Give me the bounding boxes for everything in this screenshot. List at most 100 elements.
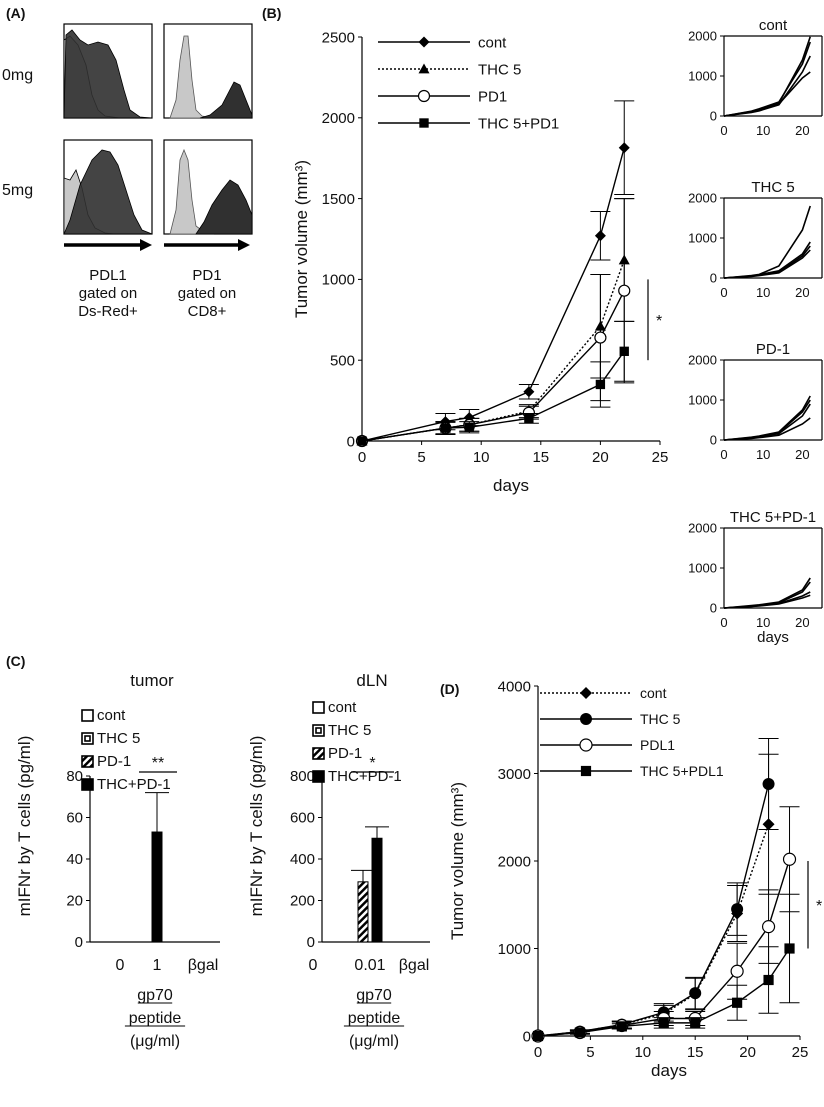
x-tick-label: 20	[739, 1044, 756, 1061]
significance-marker: *	[369, 755, 375, 772]
y-axis-label: mIFNr by T cells (pg/ml)	[247, 736, 266, 917]
x-category-label: 0.01	[354, 957, 385, 974]
legend-swatch-inner	[315, 727, 322, 734]
legend-entry: cont	[640, 685, 667, 701]
chart-title: tumor	[130, 671, 174, 690]
significance-marker: **	[152, 755, 164, 772]
histogram-pdl1-5mg	[63, 139, 153, 235]
arrow-pd1	[164, 239, 250, 251]
row-label-0mg: 0mg	[2, 67, 33, 84]
x-tick-label: 0	[720, 615, 727, 630]
data-point	[731, 903, 744, 916]
data-point	[595, 379, 606, 390]
y-tick-label: 800	[290, 768, 315, 785]
x-tick-label: 10	[473, 449, 490, 466]
significance-marker: *	[656, 313, 662, 330]
significance-marker: *	[816, 898, 822, 915]
chart-title: cont	[759, 17, 788, 34]
data-point	[524, 413, 534, 424]
data-point	[730, 964, 744, 978]
legend-swatch	[81, 778, 94, 791]
panel-label-a: (A)	[6, 5, 25, 21]
panel-b-small-chart-pd1: 0 1000 2000 0 10 20 PD-1	[688, 341, 823, 462]
legend-marker	[419, 118, 429, 128]
bar	[357, 881, 369, 943]
x-tick-label: 0	[720, 447, 727, 462]
series-line	[723, 36, 811, 117]
y-axis-label: mIFNr by T cells (pg/ml)	[15, 736, 34, 917]
x-tick-label: 0	[534, 1044, 542, 1061]
panel-c-tumor-bar-chart: 0 20 40 60 80 0 1 βgal gp70 peptide (μg/ml) tumor mI…	[15, 671, 220, 1050]
panel-label-b: (B)	[262, 5, 281, 21]
column-label-pd1-line1: PD1	[192, 267, 221, 284]
y-tick-label: 400	[290, 851, 315, 868]
x-tick-label: 20	[592, 449, 609, 466]
x-axis-label-line: peptide	[348, 1010, 401, 1027]
series-line	[723, 205, 812, 279]
data-point	[618, 284, 631, 297]
y-tick-label: 2000	[322, 110, 355, 127]
legend-marker	[418, 36, 430, 48]
legend-swatch	[312, 770, 325, 783]
series-line	[361, 290, 625, 442]
bar	[371, 837, 383, 943]
data-point	[357, 436, 367, 446]
legend-marker	[580, 713, 592, 725]
series-line	[361, 259, 625, 442]
x-tick-label: 0	[720, 285, 727, 300]
column-label-pdl1-line1: PDL1	[89, 267, 127, 284]
legend-entry: THC 5+PD1	[478, 115, 559, 132]
x-tick-label: 20	[795, 447, 809, 462]
x-tick-label: 10	[756, 447, 770, 462]
histogram-pd1-5mg	[163, 139, 253, 235]
legend-entry: cont	[97, 707, 126, 724]
legend-marker	[580, 687, 592, 699]
x-tick-label: 10	[756, 285, 770, 300]
panel-b-small-chart-thc5-pd1: 0 1000 2000 0 10 20 THC 5+PD-1 days	[688, 509, 823, 646]
series-line	[723, 249, 811, 279]
chart-title: THC 5	[751, 179, 794, 196]
x-axis-label-line: peptide	[129, 1010, 182, 1027]
y-tick-label: 600	[290, 810, 315, 827]
x-tick-label: 25	[652, 449, 669, 466]
column-label-pdl1-line3: Ds-Red+	[78, 303, 138, 320]
x-tick-label: 5	[417, 449, 425, 466]
y-axis-label: Tumor volume (mm³)	[292, 160, 311, 318]
x-tick-label: 10	[634, 1044, 651, 1061]
x-tick-label: 25	[792, 1044, 809, 1061]
panel-label-c: (C)	[6, 653, 25, 669]
x-tick-label: 20	[795, 285, 809, 300]
legend-entry: THC+PD-1	[328, 768, 402, 785]
x-axis-label-line: gp70	[356, 987, 392, 1004]
legend-entry: THC 5	[97, 730, 140, 747]
legend-swatch	[81, 709, 94, 722]
legend-marker	[418, 63, 430, 74]
x-axis-label-line: (μg/ml)	[130, 1033, 180, 1050]
y-tick-label: 2000	[688, 353, 717, 368]
y-tick-label: 1000	[688, 561, 717, 576]
y-tick-label: 0	[75, 934, 83, 951]
data-point	[784, 943, 795, 954]
chart-title: dLN	[356, 671, 387, 690]
x-category-label: 1	[153, 957, 162, 974]
y-tick-label: 1000	[498, 941, 531, 958]
y-tick-label: 1000	[688, 69, 717, 84]
y-tick-label: 500	[330, 352, 355, 369]
series-line	[361, 147, 625, 442]
panel-a-flow-histograms: 0mg 5mg	[2, 23, 253, 320]
data-point	[574, 1027, 586, 1038]
x-axis-label: days	[651, 1061, 687, 1080]
data-point	[732, 997, 743, 1008]
data-point	[782, 852, 797, 866]
series-line	[723, 395, 811, 441]
legend-swatch	[312, 747, 325, 760]
legend-entry: PD-1	[328, 745, 362, 762]
column-label-pdl1-line2: gated on	[79, 285, 137, 302]
panel-d-chart: 0 1000 2000 3000 4000 0 5 10 15 20 25 days Tumor vol…	[448, 678, 822, 1080]
y-tick-label: 1000	[688, 231, 717, 246]
column-label-pd1-line2: gated on	[178, 285, 236, 302]
y-tick-label: 0	[347, 433, 355, 450]
y-tick-label: 3000	[498, 766, 531, 783]
data-point	[658, 1017, 669, 1028]
x-axis-label-line: gp70	[137, 987, 173, 1004]
